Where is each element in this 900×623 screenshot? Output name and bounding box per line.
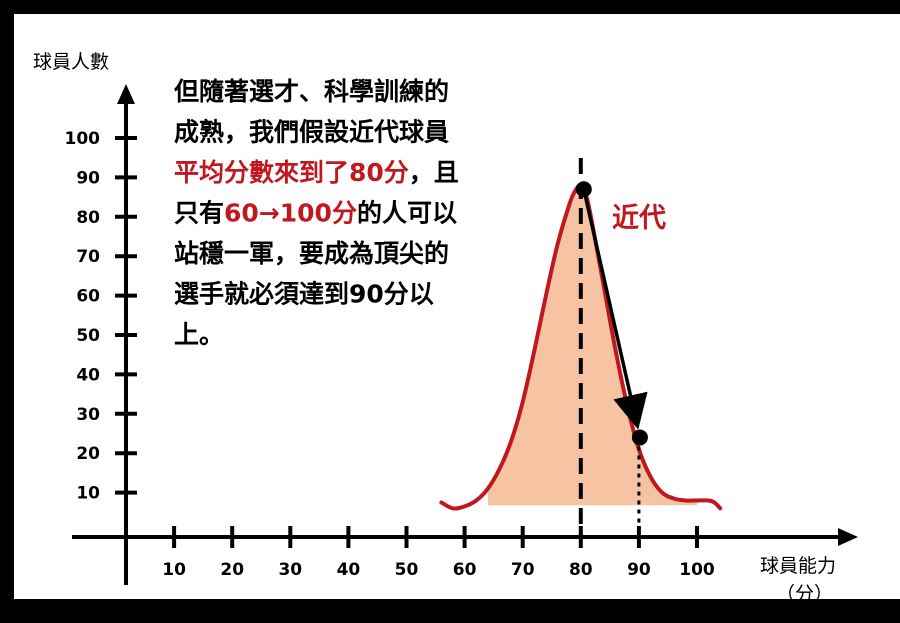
x-tick-label: 30 [278, 560, 302, 580]
axes [72, 103, 842, 585]
y-tick-label: 90 [76, 168, 100, 188]
curve-label: 近代 [612, 203, 666, 234]
y-axis-title: 球員人數 [33, 51, 109, 73]
y-tick-label: 30 [76, 405, 100, 425]
annotation-line: 只有60→100分的人可以 [174, 199, 457, 228]
threshold-point [631, 429, 648, 446]
y-tick-label: 100 [65, 129, 101, 149]
x-ticks: 10 20 30 40 50 60 70 80 90 100 [162, 526, 715, 580]
y-tick-label: 40 [76, 365, 100, 385]
annotation-segment: 選手就必須達到90分以 [174, 280, 434, 309]
x-tick-label: 20 [220, 560, 244, 580]
x-tick-label: 90 [627, 560, 651, 580]
decline-arrow [582, 188, 648, 430]
annotation-segment: 但隨著選才、科學訓練的 [174, 77, 449, 106]
x-axis-unit: （分） [776, 583, 833, 605]
y-axis-arrowhead [117, 84, 135, 104]
y-tick-label: 20 [76, 444, 100, 464]
annotation-segment: 成熟，我們假設近代球員 [174, 118, 449, 147]
annotation-line: 上。 [174, 320, 224, 349]
white-panel [14, 14, 900, 599]
y-tick-label: 50 [76, 326, 100, 346]
x-tick-label: 80 [569, 560, 593, 580]
annotation-highlight: 平均分數來到了80分 [174, 158, 409, 187]
x-tick-label: 60 [453, 560, 477, 580]
annotation-text: 但隨著選才、科學訓練的成熟，我們假設近代球員平均分數來到了80分，且只有60→1… [174, 77, 459, 349]
annotation-segment: 的人可以 [357, 199, 457, 228]
annotation-highlight: 60→100分 [224, 199, 357, 228]
annotation-line: 但隨著選才、科學訓練的 [174, 77, 449, 106]
curve-fill-area [487, 185, 697, 506]
y-tick-label: 80 [76, 208, 100, 228]
x-tick-label: 40 [337, 560, 361, 580]
peak-point [575, 181, 592, 198]
annotation-segment: 只有 [174, 199, 224, 228]
y-ticks: 10 20 30 40 50 60 70 80 90 100 [65, 129, 137, 504]
annotation-segment: ，且 [409, 158, 459, 187]
x-tick-label: 10 [162, 560, 186, 580]
annotation-segment: 站穩一軍，要成為頂尖的 [174, 239, 449, 268]
annotation-line: 站穩一軍，要成為頂尖的 [174, 239, 449, 268]
x-axis-arrowhead [838, 528, 858, 546]
annotation-line: 平均分數來到了80分，且 [174, 158, 459, 187]
x-tick-label: 50 [395, 560, 419, 580]
y-tick-label: 70 [76, 247, 100, 267]
x-tick-label: 100 [679, 560, 715, 580]
x-tick-label: 70 [511, 560, 535, 580]
annotation-segment: 上。 [174, 320, 224, 349]
annotation-line: 選手就必須達到90分以 [174, 280, 434, 309]
x-axis-title: 球員能力 [760, 555, 836, 577]
annotation-line: 成熟，我們假設近代球員 [174, 118, 449, 147]
y-tick-label: 10 [76, 484, 100, 504]
y-tick-label: 60 [76, 287, 100, 307]
